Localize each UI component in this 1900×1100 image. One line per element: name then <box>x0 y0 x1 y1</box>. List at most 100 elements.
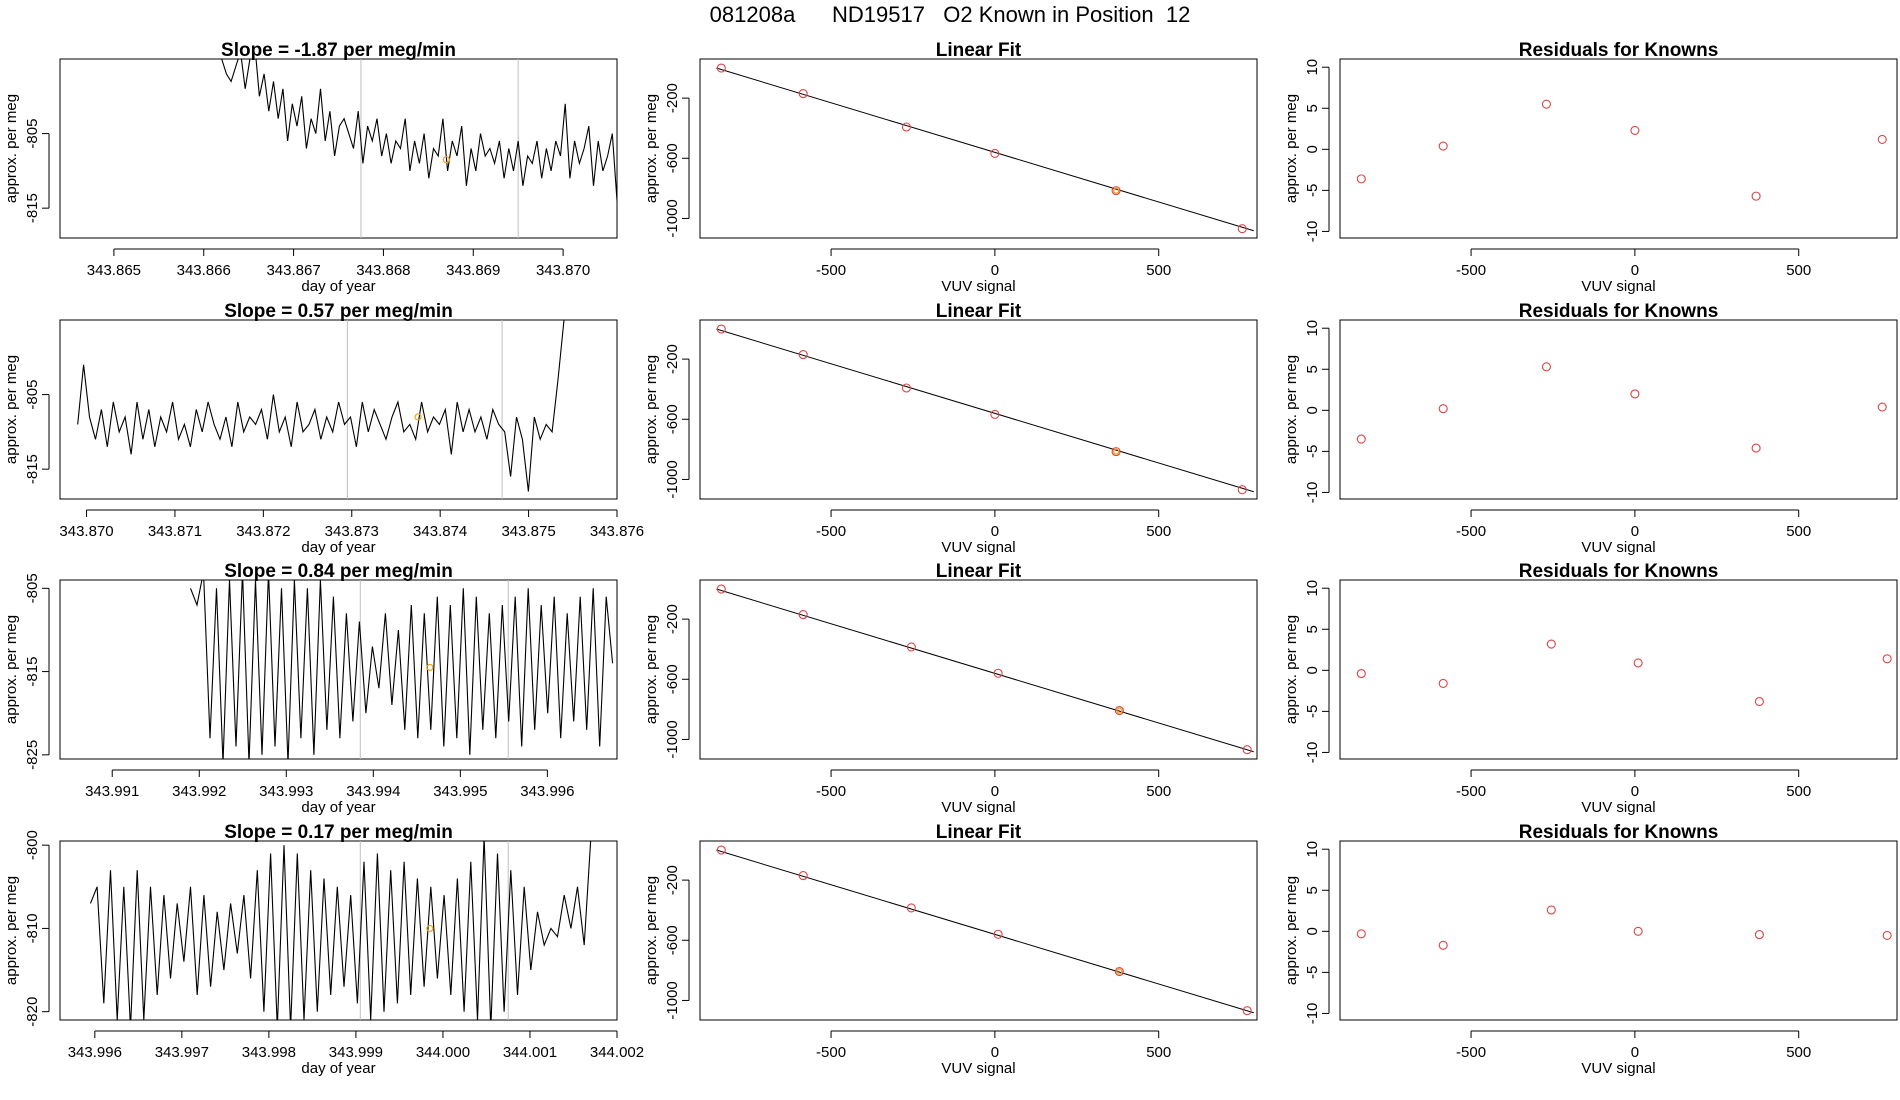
y-tick-label: -600 <box>664 143 681 173</box>
panel-title: Residuals for Knowns <box>1519 561 1719 582</box>
x-tick-label: 343.868 <box>356 262 410 279</box>
x-tick-label: 343.874 <box>413 523 467 540</box>
y-tick-label: 0 <box>1304 666 1321 674</box>
plot-frame <box>1339 579 1898 760</box>
y-tick-label: -800 <box>24 830 41 860</box>
data-point <box>993 668 1003 678</box>
data-point <box>1237 224 1247 234</box>
y-tick-label: -1000 <box>664 720 681 758</box>
panel-title: Linear Fit <box>936 561 1022 582</box>
y-axis-label: approx. per meg <box>643 615 660 724</box>
data-point <box>1754 930 1764 940</box>
x-tick-label: 344.000 <box>416 1044 470 1061</box>
plot-frame <box>1339 58 1898 239</box>
data-point <box>1754 696 1764 707</box>
data-point <box>990 409 1000 420</box>
x-tick-label: 343.875 <box>501 523 555 540</box>
x-tick-label: 0 <box>991 262 999 279</box>
x-tick-label: 500 <box>1786 262 1811 279</box>
y-tick-label: -5 <box>1304 966 1321 979</box>
y-tick-label: -810 <box>24 913 41 943</box>
page-title: 081208a ND19517 O2 Known in Position 12 <box>709 2 1191 27</box>
x-axis-label: day of year <box>301 539 375 556</box>
x-tick-label: -500 <box>1456 262 1486 279</box>
data-point <box>1356 174 1366 184</box>
plot-frame <box>59 58 618 239</box>
y-tick-label: -805 <box>24 380 41 410</box>
data-point <box>1877 134 1887 145</box>
data-point <box>798 89 808 99</box>
data-point <box>906 642 916 652</box>
x-tick-label: 0 <box>1631 262 1639 279</box>
data-point <box>1541 99 1551 109</box>
fit-line <box>716 849 1254 1014</box>
plot-frame <box>59 579 618 760</box>
data-point <box>1114 706 1124 716</box>
plot-frame <box>59 319 618 500</box>
y-tick-label: -1000 <box>664 981 681 1019</box>
y-tick-label: -815 <box>24 657 41 687</box>
known-marker <box>442 156 450 164</box>
x-axis-label: VUV signal <box>941 539 1015 556</box>
x-tick-label: 0 <box>1631 523 1639 540</box>
data-point <box>1438 940 1448 950</box>
y-tick-label: -1000 <box>664 460 681 498</box>
data-point <box>901 122 911 132</box>
x-tick-label: 343.873 <box>325 523 379 540</box>
y-tick-label: 5 <box>1304 104 1321 112</box>
x-tick-label: 343.997 <box>155 1044 209 1061</box>
known-marker <box>426 924 434 933</box>
y-tick-label: 5 <box>1304 886 1321 894</box>
y-tick-label: 10 <box>1304 580 1321 597</box>
x-tick-label: 343.993 <box>259 783 313 800</box>
x-axis-label: VUV signal <box>941 278 1015 295</box>
x-tick-label: 0 <box>1631 783 1639 800</box>
x-tick-label: 343.995 <box>433 783 487 800</box>
y-tick-label: -5 <box>1304 445 1321 458</box>
data-point <box>1546 639 1556 649</box>
y-axis-label: approx. per meg <box>643 94 660 203</box>
x-tick-label: -500 <box>816 262 846 279</box>
fit-line <box>716 588 1254 753</box>
y-tick-label: -200 <box>664 83 681 113</box>
y-tick-label: -200 <box>664 604 681 634</box>
y-axis-label: approx. per meg <box>1283 615 1300 724</box>
plot-frame <box>59 840 618 1021</box>
y-axis-label: approx. per meg <box>1283 355 1300 464</box>
x-tick-label: 500 <box>1786 523 1811 540</box>
y-axis-label: approx. per meg <box>3 355 20 464</box>
y-tick-label: -805 <box>24 119 41 149</box>
data-point <box>716 584 726 594</box>
y-axis-label: approx. per meg <box>3 876 20 985</box>
y-tick-label: 10 <box>1304 320 1321 337</box>
data-point <box>1546 905 1556 915</box>
x-tick-label: 343.872 <box>236 523 290 540</box>
x-tick-label: 0 <box>991 523 999 540</box>
panel-title: Slope = 0.17 per meg/min <box>224 822 453 843</box>
x-tick-label: 343.999 <box>329 1044 383 1061</box>
x-tick-label: 343.996 <box>68 1044 122 1061</box>
y-tick-label: -10 <box>1304 221 1321 243</box>
data-point <box>1438 404 1448 414</box>
y-axis-label: approx. per meg <box>643 355 660 464</box>
known-marker <box>1112 187 1120 194</box>
data-point <box>1237 485 1247 495</box>
x-tick-label: -500 <box>816 1044 846 1061</box>
x-tick-label: -500 <box>1456 783 1486 800</box>
y-tick-label: -1000 <box>664 199 681 237</box>
x-tick-label: 343.866 <box>177 262 231 279</box>
data-point <box>1877 402 1887 412</box>
panel-title: Linear Fit <box>936 301 1022 322</box>
y-tick-label: 10 <box>1304 841 1321 858</box>
x-tick-label: 343.876 <box>590 523 644 540</box>
plot-frame <box>1339 840 1898 1021</box>
x-tick-label: 343.870 <box>536 262 590 279</box>
y-tick-label: -10 <box>1304 1003 1321 1025</box>
data-point <box>1882 654 1892 664</box>
known-marker <box>1116 707 1123 714</box>
data-point <box>993 929 1003 939</box>
data-point <box>1751 443 1761 453</box>
x-tick-label: 500 <box>1146 262 1171 279</box>
